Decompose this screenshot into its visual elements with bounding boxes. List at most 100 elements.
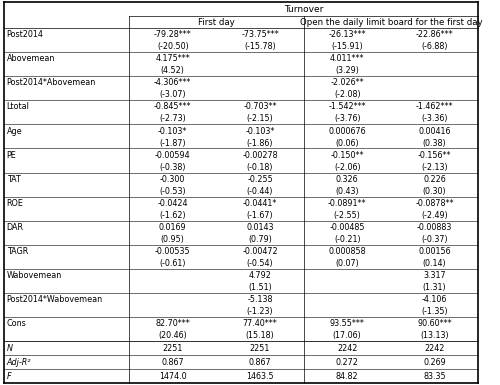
Text: (-3.76): (-3.76) [334,114,360,124]
Text: (-0.61): (-0.61) [160,259,186,268]
Text: 0.326: 0.326 [336,175,358,184]
Text: (20.46): (20.46) [158,331,187,340]
Text: 0.272: 0.272 [336,358,358,367]
Text: (-1.23): (-1.23) [246,307,274,316]
Text: 0.000858: 0.000858 [328,247,366,256]
Text: (-20.50): (-20.50) [157,42,188,51]
Text: (0.14): (0.14) [422,259,446,268]
Text: First day: First day [198,17,235,27]
Text: 84.82: 84.82 [336,372,358,380]
Text: Post2014*Wabovemean: Post2014*Wabovemean [6,295,103,304]
Text: (-2.73): (-2.73) [160,114,186,124]
Text: (-2.49): (-2.49) [421,211,448,220]
Text: F: F [6,372,12,380]
Text: (15.18): (15.18) [246,331,274,340]
Text: Open the daily limit board for the first day: Open the daily limit board for the first… [300,17,482,27]
Text: -0.00278: -0.00278 [242,151,278,160]
Text: -0.0441*: -0.0441* [243,199,277,208]
Text: 2242: 2242 [337,344,357,353]
Text: -0.300: -0.300 [160,175,186,184]
Text: -1.462***: -1.462*** [416,102,453,111]
Text: 90.60***: 90.60*** [417,319,452,328]
Text: 0.00156: 0.00156 [418,247,451,256]
Text: 0.00416: 0.00416 [418,127,450,136]
Text: (-3.07): (-3.07) [160,90,186,99]
Text: 0.867: 0.867 [162,358,184,367]
Text: -0.845***: -0.845*** [154,102,192,111]
Text: (-0.21): (-0.21) [334,235,360,244]
Text: Adj-R²: Adj-R² [6,358,31,367]
Text: -0.00472: -0.00472 [242,247,278,256]
Text: (-1.86): (-1.86) [246,139,273,147]
Text: -0.156**: -0.156** [418,151,451,160]
Text: -1.542***: -1.542*** [328,102,366,111]
Text: -0.103*: -0.103* [158,127,188,136]
Text: -5.138: -5.138 [247,295,272,304]
Text: (-2.55): (-2.55) [334,211,360,220]
Text: (0.95): (0.95) [161,235,184,244]
Text: -0.00594: -0.00594 [155,151,190,160]
Text: (-1.62): (-1.62) [160,211,186,220]
Text: (1.51): (1.51) [248,283,272,292]
Text: -26.13***: -26.13*** [328,30,366,39]
Text: -0.0424: -0.0424 [158,199,188,208]
Text: (-0.54): (-0.54) [246,259,274,268]
Text: (-2.06): (-2.06) [334,162,360,172]
Text: (0.38): (0.38) [422,139,446,147]
Text: -73.75***: -73.75*** [241,30,279,39]
Text: ROE: ROE [6,199,24,208]
Text: PE: PE [6,151,16,160]
Text: (0.30): (0.30) [422,187,446,196]
Text: 4.792: 4.792 [248,271,272,280]
Text: 0.269: 0.269 [423,358,446,367]
Text: (-1.87): (-1.87) [160,139,186,147]
Text: 0.0169: 0.0169 [159,223,186,232]
Text: (-0.37): (-0.37) [421,235,448,244]
Text: (0.79): (0.79) [248,235,272,244]
Text: -2.026**: -2.026** [330,78,364,87]
Text: (-1.35): (-1.35) [421,307,448,316]
Text: 77.40***: 77.40*** [242,319,278,328]
Text: 0.0143: 0.0143 [246,223,274,232]
Text: -0.00535: -0.00535 [155,247,190,256]
Text: Post2014*Abovemean: Post2014*Abovemean [6,78,96,87]
Text: (-2.08): (-2.08) [334,90,360,99]
Text: Wabovemean: Wabovemean [6,271,62,280]
Text: (4.52): (4.52) [161,66,184,75]
Text: -0.255: -0.255 [247,175,273,184]
Text: 0.867: 0.867 [248,358,272,367]
Text: 82.70***: 82.70*** [156,319,190,328]
Text: 0.226: 0.226 [423,175,446,184]
Text: (-0.38): (-0.38) [160,162,186,172]
Text: (-0.44): (-0.44) [246,187,273,196]
Text: 2251: 2251 [162,344,183,353]
Text: 0.000676: 0.000676 [328,127,366,136]
Text: (0.07): (0.07) [336,259,359,268]
Text: Post2014: Post2014 [6,30,44,39]
Text: Cons: Cons [6,319,26,328]
Text: -79.28***: -79.28*** [154,30,192,39]
Text: (0.06): (0.06) [336,139,359,147]
Text: 93.55***: 93.55*** [330,319,364,328]
Text: 1474.0: 1474.0 [159,372,186,380]
Text: DAR: DAR [6,223,24,232]
Text: (-15.78): (-15.78) [244,42,276,51]
Text: Ltotal: Ltotal [6,102,30,111]
Text: -4.306***: -4.306*** [154,78,192,87]
Text: -0.703**: -0.703** [243,102,276,111]
Text: -4.106: -4.106 [422,295,447,304]
Text: TAGR: TAGR [6,247,28,256]
Text: (-0.53): (-0.53) [160,187,186,196]
Text: N: N [6,344,12,353]
Text: -0.00485: -0.00485 [330,223,365,232]
Text: 1463.5: 1463.5 [246,372,274,380]
Text: -0.150**: -0.150** [330,151,364,160]
Text: (13.13): (13.13) [420,331,449,340]
Text: (-6.88): (-6.88) [421,42,448,51]
Text: -22.86***: -22.86*** [416,30,454,39]
Text: 2251: 2251 [250,344,270,353]
Text: -0.103*: -0.103* [246,127,274,136]
Text: TAT: TAT [6,175,20,184]
Text: (1.31): (1.31) [422,283,446,292]
Text: (-3.36): (-3.36) [421,114,448,124]
